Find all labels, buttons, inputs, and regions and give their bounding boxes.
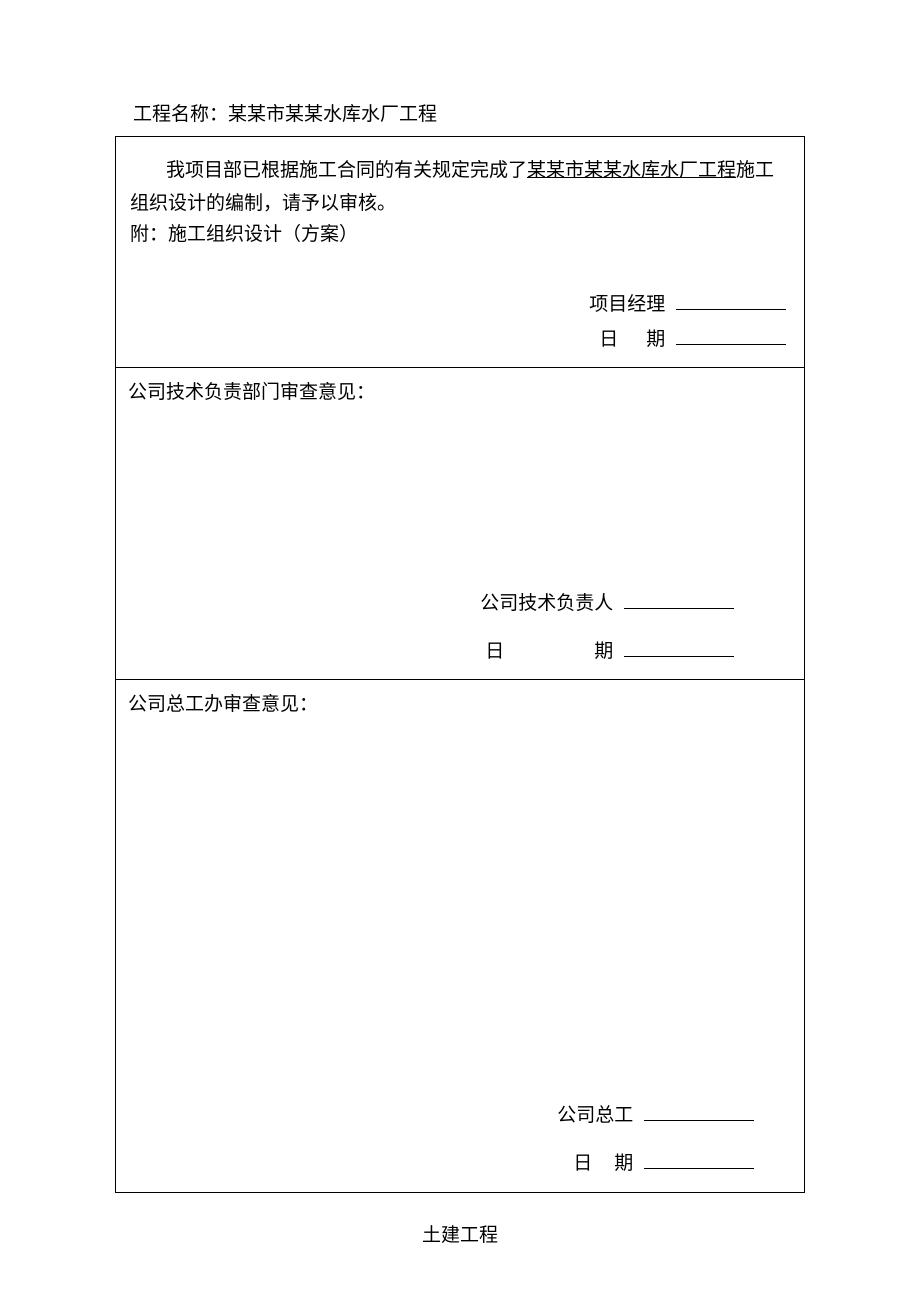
pm-label: 项目经理: [589, 294, 665, 315]
chief-date-blank[interactable]: [644, 1151, 754, 1169]
pm-signature-blank[interactable]: [676, 292, 786, 310]
chief-review-title: 公司总工办审查意见：: [126, 688, 794, 720]
pm-date-label-1: 日: [599, 329, 618, 350]
chief-signature-block: 公司总工 日 期: [126, 1101, 794, 1180]
tech-review-title: 公司技术负责部门审查意见：: [126, 376, 794, 408]
intro-paragraph: 我项目部已根据施工合同的有关规定完成了某某市某某水库水厂工程施工组织设计的编制，…: [126, 145, 794, 220]
tech-person-label: 公司技术负责人: [480, 593, 613, 614]
chief-date-label-2: 期: [614, 1153, 633, 1174]
intro-underlined: 某某市某某水库水厂工程: [527, 160, 736, 181]
project-label: 工程名称：: [133, 104, 228, 125]
tech-signature-block: 公司技术负责人 日 期: [126, 589, 794, 668]
attachment-line: 附：施工组织设计（方案）: [126, 220, 794, 250]
footer-title: 土建工程: [115, 1221, 805, 1251]
chief-person-label: 公司总工: [557, 1105, 633, 1126]
tech-signature-blank[interactable]: [624, 591, 734, 609]
pm-signature-block: 项目经理 日 期: [126, 290, 794, 355]
submission-cell: 我项目部已根据施工合同的有关规定完成了某某市某某水库水厂工程施工组织设计的编制，…: [116, 137, 805, 368]
pm-date-blank[interactable]: [676, 327, 786, 345]
approval-form-table: 我项目部已根据施工合同的有关规定完成了某某市某某水库水厂工程施工组织设计的编制，…: [115, 136, 805, 1192]
tech-date-label-2: 期: [594, 641, 613, 662]
project-name: 某某市某某水库水厂工程: [228, 104, 437, 125]
tech-date-blank[interactable]: [624, 639, 734, 657]
tech-review-cell: 公司技术负责部门审查意见： 公司技术负责人 日 期: [116, 368, 805, 680]
chief-review-cell: 公司总工办审查意见： 公司总工 日 期: [116, 680, 805, 1192]
project-header: 工程名称：某某市某某水库水厂工程: [115, 100, 805, 130]
chief-signature-blank[interactable]: [644, 1103, 754, 1121]
chief-date-label-1: 日: [573, 1153, 592, 1174]
tech-date-label-1: 日: [485, 641, 504, 662]
pm-date-label-2: 期: [646, 329, 665, 350]
intro-prefix: 我项目部已根据施工合同的有关规定完成了: [166, 160, 527, 181]
